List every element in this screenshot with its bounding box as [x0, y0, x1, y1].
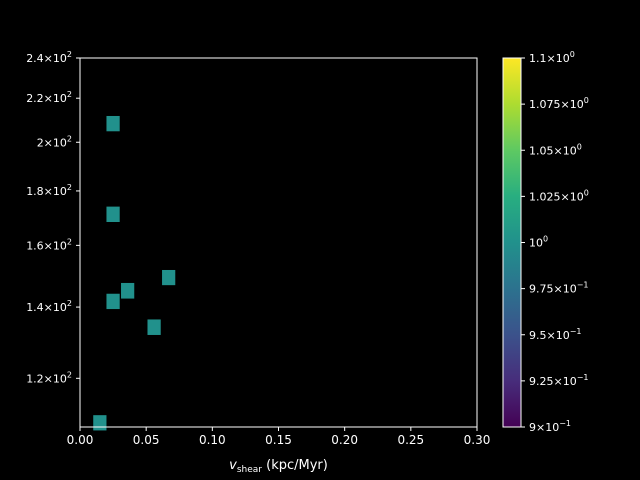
y-axis: 1.2×102 1.4×102 1.6×102 1.8×102 2×102 2.2×102…	[26, 50, 80, 385]
x-tick-label: 0.15	[265, 433, 292, 447]
y-tick-label: 1.2×102	[26, 370, 72, 385]
colorbar-tick-label: 9.25×10−1	[529, 373, 589, 388]
colorbar-tick-label: 9.5×10−1	[529, 327, 582, 342]
colorbar-axis: 1.1×100 1.075×100 1.05×100 1.025×100 100 9.75…	[521, 50, 589, 434]
heatmap-cell	[147, 319, 161, 335]
colorbar-tick-label: 1.025×100	[529, 188, 589, 203]
colorbar-tick-label: 100	[529, 235, 548, 250]
x-axis: 0.00 0.05 0.10 0.15 0.20 0.25 0.30	[67, 427, 491, 447]
heatmap-cell	[93, 415, 107, 431]
y-tick-label: 2×102	[37, 134, 72, 149]
colorbar-tick-label: 1.1×100	[529, 50, 575, 65]
colorbar-tick-label: 1.05×100	[529, 142, 582, 157]
heatmap-cell	[121, 282, 135, 299]
y-tick-label: 2.4×102	[26, 50, 72, 65]
y-tick-label: 1.4×102	[26, 299, 72, 314]
x-tick-label: 0.10	[199, 433, 226, 447]
x-tick-label: 0.25	[397, 433, 424, 447]
heatmap-cell	[106, 206, 120, 222]
colorbar-tick-label: 1.075×100	[529, 96, 589, 111]
colorbar	[502, 57, 522, 428]
colorbar-tick-label: 9.75×10−1	[529, 281, 589, 296]
x-tick-label: 0.30	[464, 433, 491, 447]
x-tick-label: 0.20	[331, 433, 358, 447]
heatmap-cell	[106, 293, 120, 310]
x-axis-label: vshear (kpc/Myr)	[229, 458, 328, 475]
x-tick-label: 0.00	[67, 433, 94, 447]
x-tick-label: 0.05	[133, 433, 160, 447]
y-tick-label: 1.6×102	[26, 237, 72, 252]
heatmap-cell	[162, 269, 176, 286]
heatmap-cell	[106, 115, 120, 132]
y-tick-label: 1.8×102	[26, 183, 72, 198]
y-tick-label: 2.2×102	[26, 90, 72, 105]
colorbar-tick-label: 9×10−1	[529, 419, 571, 434]
